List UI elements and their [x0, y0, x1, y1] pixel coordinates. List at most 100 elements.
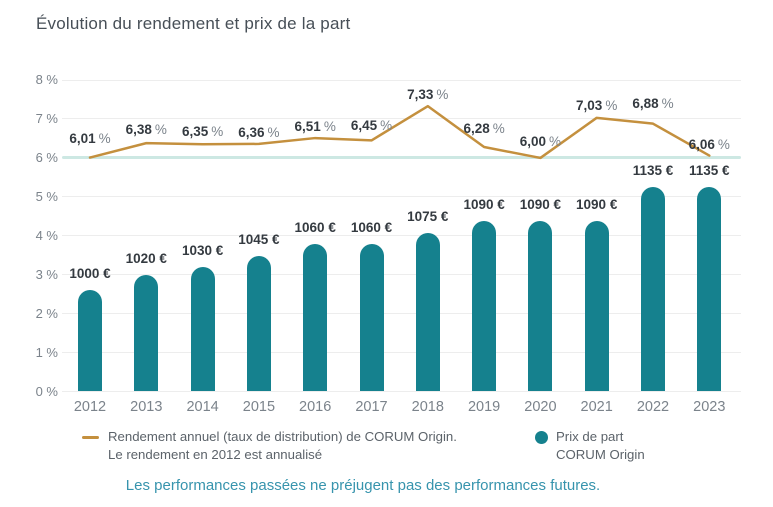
price-bar-2020 [528, 221, 553, 392]
yield-label: 6,38% [101, 122, 191, 138]
y-axis-tick: 1 % [35, 344, 58, 360]
y-axis-tick: 2 % [35, 305, 58, 321]
yield-label: 6,01% [45, 131, 135, 147]
yield-label: 7,33% [383, 87, 473, 103]
yield-label: 6,06% [664, 137, 754, 153]
x-axis-tick-2018: 2018 [411, 399, 444, 415]
x-axis-tick-2015: 2015 [242, 399, 276, 415]
x-axis-tick-2019: 2019 [467, 399, 501, 415]
gridline [62, 235, 741, 237]
yield-value: 7,33 [407, 87, 434, 103]
disclaimer-text: Les performances passées ne préjugent pa… [125, 477, 601, 494]
price-bar-2016 [303, 244, 328, 392]
percent-sign: % [154, 122, 167, 138]
price-bar-2013 [134, 274, 159, 392]
percent-sign: % [323, 119, 336, 135]
yield-value: 6,01 [69, 130, 96, 146]
price-label: 1090 € [576, 197, 618, 213]
legend-line-series: Rendement annuel (taux de distribution) … [82, 428, 457, 463]
chart-title: Évolution du rendement et prix de la par… [36, 14, 351, 33]
percent-sign: % [549, 133, 562, 149]
price-bar-2018 [415, 232, 440, 392]
yield-value: 7,03 [576, 97, 603, 113]
legend-bar-label-1: Prix de part [556, 429, 624, 444]
yield-label: 6,28% [439, 121, 529, 137]
legend-line-label-1: Rendement annuel (taux de distribution) … [108, 429, 457, 444]
gridline [62, 352, 741, 354]
yield-value: 6,45 [350, 118, 378, 134]
price-label: 1090 € [519, 197, 562, 213]
yield-value: 6,35 [181, 124, 209, 140]
x-axis-tick-2022: 2022 [636, 399, 670, 415]
y-axis-tick: 3 % [35, 266, 58, 282]
price-bar-2021 [584, 221, 609, 392]
x-axis-tick-2016: 2016 [299, 399, 332, 415]
gridline [62, 196, 741, 198]
yield-label: 6,36% [214, 125, 304, 141]
yield-value: 6,51 [294, 119, 321, 135]
price-bar-2022 [641, 186, 665, 392]
price-label: 1075 € [407, 208, 449, 224]
yield-value: 6,28 [463, 121, 490, 137]
gridline [62, 313, 741, 315]
yield-label: 6,51% [270, 119, 360, 135]
yield-label: 6,00% [495, 134, 585, 150]
bar-series-swatch-icon [535, 431, 548, 444]
x-axis-tick-2012: 2012 [73, 399, 107, 415]
legend-bar-series: Prix de part CORUM Origin [535, 428, 645, 463]
y-axis-tick: 4 % [35, 227, 58, 243]
y-axis-tick: 0 % [35, 383, 58, 399]
x-axis-tick-2017: 2017 [355, 399, 388, 415]
yield-label: 6,45% [327, 118, 417, 134]
price-label: 1060 € [294, 220, 336, 236]
percent-sign: % [661, 95, 674, 111]
yield-value: 6,38 [125, 122, 152, 138]
price-bar-2015 [246, 255, 271, 392]
percent-sign: % [717, 136, 730, 152]
price-label: 1000 € [69, 265, 111, 281]
percent-sign: % [98, 130, 111, 146]
y-axis-tick: 7 % [35, 110, 58, 126]
yield-label: 7,03% [552, 98, 642, 114]
price-bar-2014 [190, 267, 215, 392]
price-label: 1045 € [238, 231, 280, 247]
price-label: 1135 € [632, 162, 674, 178]
price-bar-2019 [472, 221, 497, 392]
legend-bar-label-2: CORUM Origin [556, 446, 645, 462]
price-label: 1135 € [689, 162, 730, 178]
price-bar-2012 [78, 289, 102, 392]
yield-label: 6,35% [158, 124, 248, 140]
y-axis-tick: 8 % [35, 72, 58, 88]
yield-label: 6,88% [608, 96, 698, 112]
percent-sign: % [267, 124, 280, 140]
price-bar-2023 [697, 186, 722, 392]
price-label: 1060 € [350, 220, 393, 236]
legend-line-label-2: Le rendement en 2012 est annualisé [108, 446, 323, 462]
gridline [62, 79, 741, 81]
x-axis-tick-2020: 2020 [524, 399, 557, 415]
gridline [62, 391, 741, 392]
x-axis-tick-2023: 2023 [693, 399, 726, 415]
price-label: 1090 € [463, 197, 505, 213]
line-series-swatch-icon [82, 436, 99, 439]
yield-value: 6,00 [519, 133, 547, 149]
percent-sign: % [605, 97, 618, 113]
yield-value: 6,36 [238, 124, 265, 140]
price-label: 1020 € [125, 250, 167, 266]
percent-sign: % [436, 87, 449, 103]
x-axis-tick-2021: 2021 [580, 399, 613, 415]
x-axis-tick-2013: 2013 [130, 399, 163, 415]
percent-sign: % [492, 121, 505, 137]
gridline [62, 274, 741, 276]
y-axis-tick: 6 % [35, 149, 58, 165]
price-label: 1030 € [181, 243, 224, 259]
percent-sign: % [380, 118, 393, 134]
yield-value: 6,06 [688, 136, 715, 152]
highlight-gridline-6pct [62, 156, 741, 160]
y-axis-tick: 5 % [35, 188, 58, 204]
price-bar-2017 [359, 244, 384, 392]
percent-sign: % [211, 124, 224, 140]
yield-value: 6,88 [632, 95, 659, 111]
x-axis-tick-2014: 2014 [186, 399, 219, 415]
